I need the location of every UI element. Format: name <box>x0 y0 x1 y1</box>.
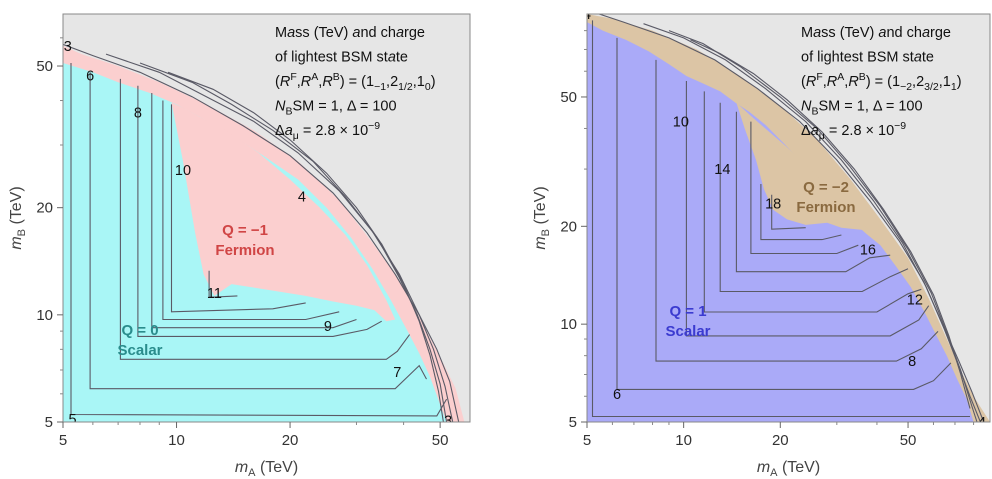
info-line: of lightest BSM state <box>801 50 934 66</box>
plot-frame <box>62 13 471 423</box>
contour-label: 10 <box>673 115 689 131</box>
info-line: Δaμ​ = 2.8 × 10−9​ <box>275 120 380 142</box>
contour-label: 4 <box>978 415 986 431</box>
info-line: of lightest BSM state <box>275 50 408 66</box>
contour-label: 18 <box>765 197 781 213</box>
plot-area: 4 10 14 18 16 12 8 6 4 <box>583 7 990 431</box>
contour-line <box>685 81 930 337</box>
contour-label: 3 <box>64 39 72 55</box>
y-tick-label: 10 <box>560 316 577 333</box>
y-tick-label: 5 <box>569 414 577 431</box>
region-label: Q = 0 <box>121 322 158 339</box>
scalar-region <box>587 22 974 422</box>
contour-label: 8 <box>908 354 916 370</box>
contour-line <box>70 63 448 417</box>
contour-label: 7 <box>393 365 401 381</box>
contour-line <box>119 78 411 360</box>
region-label: Q = −1 <box>222 222 268 239</box>
y-tick-label: 5 <box>45 414 53 431</box>
contour-label: 6 <box>613 387 621 403</box>
x-tick-label: 5 <box>583 432 591 449</box>
contour-line-outer <box>63 43 460 422</box>
contour-line <box>208 270 238 298</box>
region-label: Q = 1 <box>669 303 706 320</box>
contour-line-outer <box>668 30 978 422</box>
contour-line <box>89 72 427 390</box>
contour-label: 11 <box>207 286 222 302</box>
contour-line-outer <box>167 71 444 422</box>
info-line: NB​SM = 1, Δ = 100 <box>801 99 923 118</box>
x-axis-label: mA (TeV) <box>757 459 820 479</box>
contour-label: 4 <box>583 7 591 23</box>
contour-line-outer <box>105 53 454 422</box>
x-tick-label: 50 <box>900 432 917 449</box>
contour-line <box>750 121 859 255</box>
x-tick-label: 5 <box>59 432 67 449</box>
info-line: (RF​,RA​,RB​) = (1−1​,21/2​,10​) <box>275 71 436 93</box>
contour-line-outer <box>139 62 448 422</box>
contour-line-outer <box>690 39 971 409</box>
contour-label: 6 <box>86 69 94 85</box>
contour-line <box>771 194 806 230</box>
contour-line <box>591 20 970 418</box>
contour-line <box>735 111 891 273</box>
info-line: Mass (TeV) and charge <box>801 25 951 41</box>
contour-label: 14 <box>714 162 730 178</box>
region-label: Q = −2 <box>803 179 849 196</box>
x-tick-label: 20 <box>282 432 299 449</box>
y-tick-label: 20 <box>560 218 577 235</box>
contour-label: 3 <box>444 413 452 429</box>
contour-line <box>162 100 340 321</box>
x-tick-label: 10 <box>675 432 692 449</box>
info-line: NB​SM = 1, Δ = 100 <box>275 99 397 118</box>
y-tick-label: 50 <box>560 89 577 106</box>
contour-line-outer <box>597 14 985 422</box>
region-label: Scalar <box>117 342 162 359</box>
x-tick-label: 20 <box>772 432 789 449</box>
y-axis-label: mB (TeV) <box>8 186 28 249</box>
x-tick-label: 10 <box>168 432 185 449</box>
right-contour-plot: 4 10 14 18 16 12 8 6 4 Q = −2 Fermion Q = 1 Scalar Ma… <box>532 7 991 479</box>
contour-label: 12 <box>907 293 923 309</box>
contour-line <box>760 184 842 241</box>
x-tick-label: 50 <box>432 432 449 449</box>
region-label: Fermion <box>215 242 274 259</box>
info-line: Δaμ​ = 2.8 × 10−9​ <box>801 120 906 142</box>
y-axis-label: mB (TeV) <box>532 186 552 249</box>
contour-label: 10 <box>175 163 191 179</box>
info-line: Mass (TeV) and charge <box>275 25 425 41</box>
y-tick-label: 10 <box>36 307 53 324</box>
info-line: (RF​,RA​,RB​) = (1−2​,23/2​,11​) <box>801 71 962 93</box>
contour-line <box>703 91 922 313</box>
contour-label: 9 <box>324 319 332 335</box>
contour-label: 5 <box>69 412 77 428</box>
x-axis-label: mA (TeV) <box>235 459 298 479</box>
contour-line <box>719 102 909 293</box>
contour-label: 16 <box>860 242 876 258</box>
fermion-region <box>736 102 891 257</box>
y-tick-label: 50 <box>36 58 53 75</box>
region-label: Scalar <box>665 323 710 340</box>
contour-label: 8 <box>134 106 142 122</box>
plot-frame <box>586 13 991 423</box>
contour-line <box>655 59 939 362</box>
y-tick-label: 20 <box>36 200 53 217</box>
fermion-region <box>171 102 396 322</box>
region-label: Fermion <box>796 199 855 216</box>
contour-line <box>151 93 357 329</box>
contour-line <box>137 85 382 337</box>
contour-label: 4 <box>298 189 306 205</box>
contour-line <box>616 37 952 390</box>
contour-line <box>170 104 306 313</box>
